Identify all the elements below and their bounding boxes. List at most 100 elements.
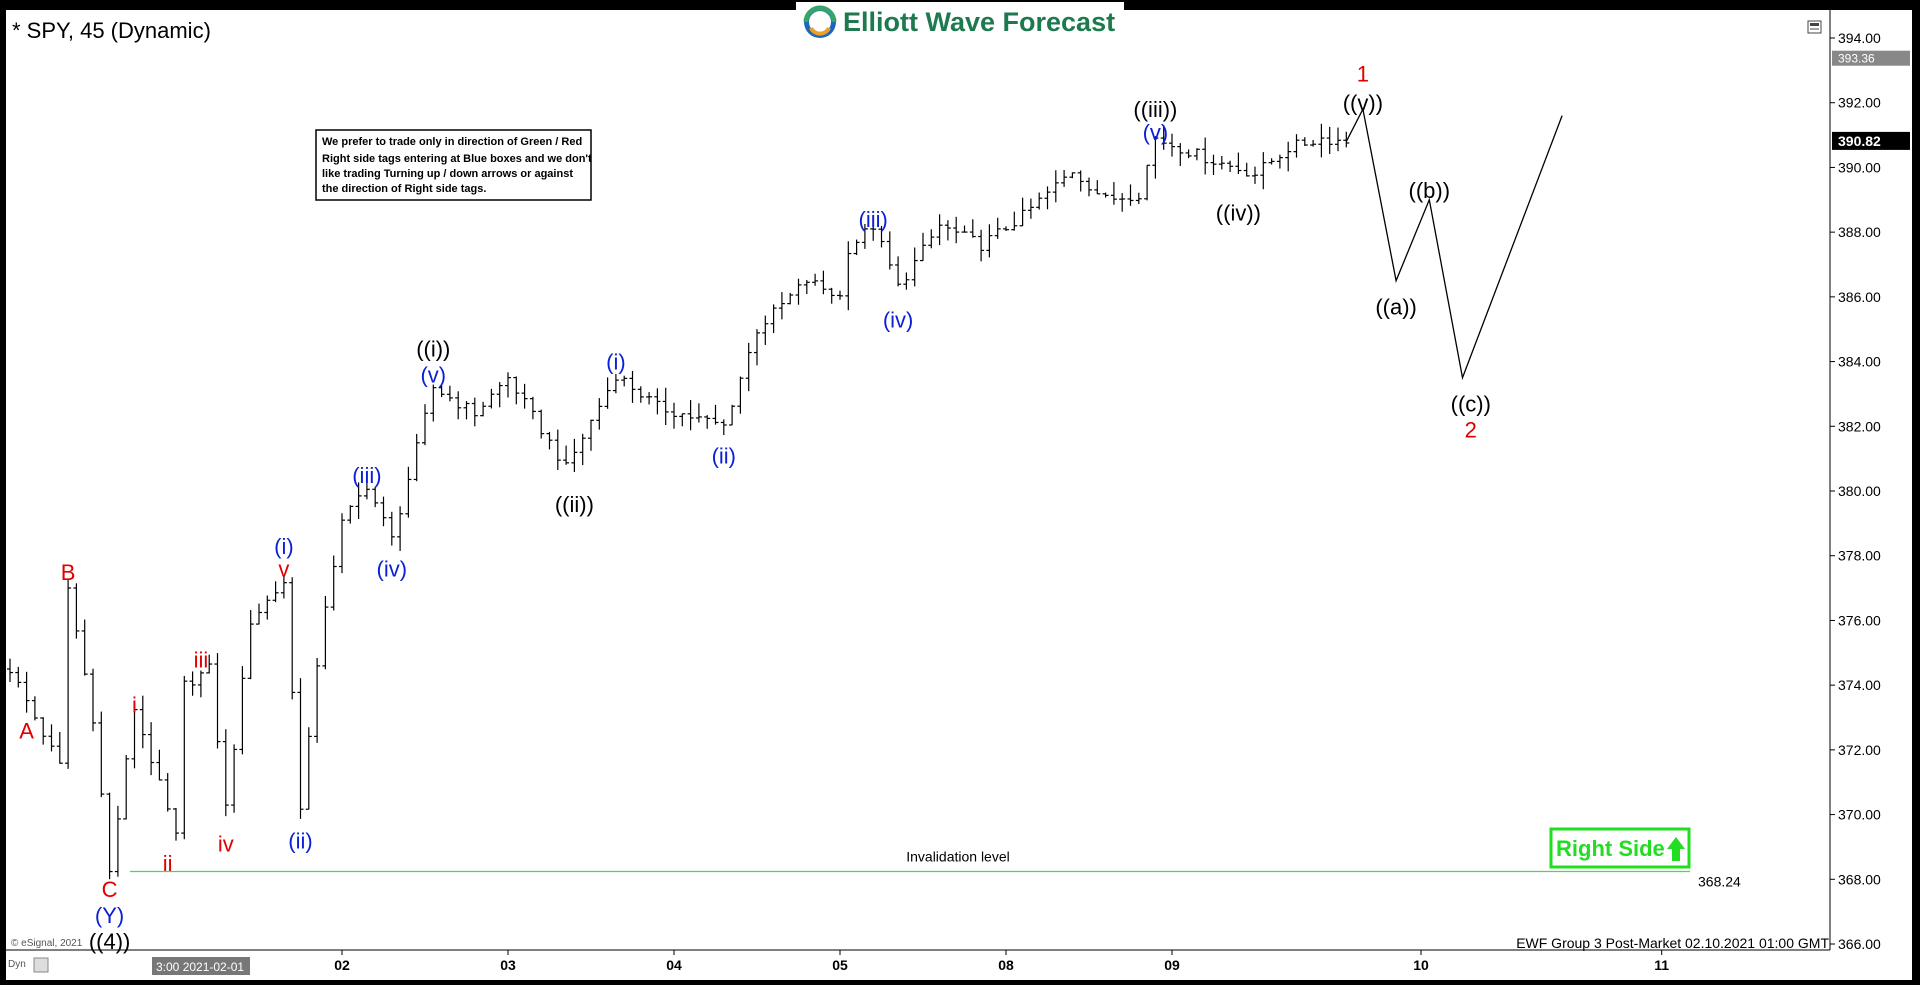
ohlc-bar xyxy=(953,216,960,244)
ohlc-bar xyxy=(305,727,312,810)
price-tick-label: 388.00 xyxy=(1838,224,1881,240)
ohlc-bar xyxy=(911,247,918,287)
ohlc-bar xyxy=(455,391,462,420)
wave-label: A xyxy=(19,718,34,743)
price-tick-label: 374.00 xyxy=(1838,677,1881,693)
ohlc-bar xyxy=(944,220,951,241)
logo-icon xyxy=(803,5,837,38)
wave-label: (ii) xyxy=(288,828,312,853)
ohlc-bar xyxy=(1119,193,1126,212)
wave-label: (iv) xyxy=(883,308,914,333)
ohlc-bar xyxy=(920,232,926,262)
price-tick-label: 368.00 xyxy=(1838,871,1881,887)
ohlc-bar xyxy=(1260,152,1267,190)
note-line-2: Right side tags entering at Blue boxes a… xyxy=(322,153,592,165)
ohlc-bar xyxy=(231,744,238,813)
ohlc-bar xyxy=(1003,226,1009,232)
ohlc-bar xyxy=(1210,154,1217,176)
wave-label: iv xyxy=(218,832,234,857)
ohlc-bar xyxy=(106,792,113,880)
ohlc-bar xyxy=(1243,162,1250,177)
ohlc-bar xyxy=(1285,141,1292,172)
ohlc-bar xyxy=(505,372,511,398)
window-menu-icon[interactable] xyxy=(1807,20,1822,34)
ohlc-bar xyxy=(156,749,163,781)
ohlc-bar xyxy=(878,225,885,248)
high-price-badge xyxy=(1832,50,1910,66)
ohlc-bar xyxy=(73,583,80,639)
ohlc-bar xyxy=(347,505,354,524)
price-axis[interactable] xyxy=(1830,10,1912,950)
ohlc-bar xyxy=(280,575,287,599)
ohlc-bar xyxy=(397,506,404,551)
price-tick-label: 370.00 xyxy=(1838,807,1881,823)
projection-path xyxy=(1345,107,1563,381)
price-tick-label: 380.00 xyxy=(1838,483,1881,499)
time-tick-label: 11 xyxy=(1654,957,1669,973)
ohlc-bar xyxy=(936,214,943,246)
ohlc-bar xyxy=(886,231,893,270)
ohlc-bar xyxy=(430,384,437,422)
ohlc-bar xyxy=(131,707,138,769)
right-side-label: Right Side xyxy=(1556,836,1665,861)
ohlc-bar xyxy=(372,486,379,508)
wave-label: (iii) xyxy=(352,463,381,488)
ohlc-bar xyxy=(596,398,603,430)
wave-label: B xyxy=(61,560,76,585)
ohlc-bar xyxy=(1160,125,1167,150)
projection-line xyxy=(1345,107,1563,381)
wave-label: C xyxy=(102,877,118,902)
ohlc-bar xyxy=(546,431,553,450)
wave-label: v xyxy=(278,557,289,582)
ohlc-bar xyxy=(405,466,412,518)
ohlc-bar xyxy=(986,224,993,258)
ohlc-bar xyxy=(662,387,669,426)
ohlc-bar xyxy=(1036,192,1043,210)
time-axis[interactable] xyxy=(6,950,1912,980)
wave-label: ((ii)) xyxy=(555,492,594,517)
note-line-1: We prefer to trade only in direction of … xyxy=(322,136,582,148)
ohlc-bar xyxy=(189,671,196,696)
ohlc-bar xyxy=(1027,198,1034,219)
price-tick-label: 394.00 xyxy=(1838,30,1881,46)
wave-label: iii xyxy=(194,647,209,672)
ohlc-bar xyxy=(289,577,296,700)
ohlc-bar xyxy=(1144,164,1151,201)
ohlc-bar xyxy=(778,292,785,320)
ohlc-bar xyxy=(98,711,105,798)
last-price-badge xyxy=(1832,131,1910,150)
ohlc-bar xyxy=(463,401,470,420)
wave-label: ((b)) xyxy=(1409,178,1451,203)
ohlc-bar xyxy=(297,678,304,819)
ohlc-bar xyxy=(206,654,213,674)
ohlc-bar xyxy=(612,373,619,394)
ohlc-bar xyxy=(15,666,22,688)
ohlc-bar xyxy=(81,619,88,676)
invalidation-value: 368.24 xyxy=(1698,874,1741,890)
ohlc-bar xyxy=(1102,192,1109,198)
ohlc-bar xyxy=(1169,133,1175,157)
plot-area[interactable] xyxy=(6,10,1830,950)
price-tick-label: 386.00 xyxy=(1838,289,1881,305)
ohlc-bar xyxy=(239,666,246,755)
ohlc-bar xyxy=(961,225,968,233)
ohlc-bar xyxy=(745,342,752,392)
ohlc-bar xyxy=(994,217,1001,239)
ohlc-bar xyxy=(720,419,727,436)
ohlc-bar xyxy=(1011,211,1018,231)
ohlc-bar xyxy=(629,370,636,403)
ohlc-bar xyxy=(679,413,686,427)
ohlc-bar xyxy=(173,807,179,841)
time-ticks: 02 03 04 05 08 09 10 11 xyxy=(334,950,1669,973)
ohlc-bar xyxy=(803,279,810,295)
ohlc-bar xyxy=(870,215,877,241)
ohlc-bar xyxy=(446,385,453,402)
scroll-button[interactable] xyxy=(33,957,49,973)
note-line-3: like trading Turning up / down arrows or… xyxy=(322,168,573,180)
ohlc-bar xyxy=(521,383,528,409)
price-tick-label: 382.00 xyxy=(1838,418,1881,434)
time-tick-label: 08 xyxy=(998,957,1014,973)
ohlc-bar xyxy=(40,717,47,745)
ohlc-bar xyxy=(139,695,146,749)
